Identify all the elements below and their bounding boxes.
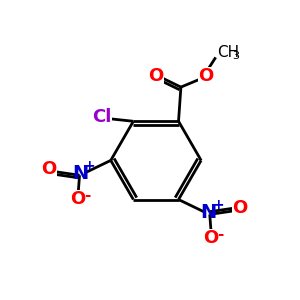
Text: -: -	[84, 188, 90, 203]
Text: O: O	[204, 229, 219, 247]
Text: +: +	[213, 198, 224, 212]
Text: 3: 3	[232, 51, 239, 61]
Text: O: O	[198, 67, 214, 85]
Text: +: +	[84, 159, 95, 173]
Text: Cl: Cl	[92, 108, 112, 126]
Text: -: -	[217, 227, 223, 242]
Text: CH: CH	[217, 44, 239, 59]
Text: N: N	[72, 164, 88, 183]
Text: O: O	[42, 160, 57, 178]
Text: O: O	[70, 190, 86, 208]
Text: O: O	[232, 200, 248, 217]
Text: N: N	[201, 203, 217, 222]
Text: O: O	[148, 67, 164, 85]
